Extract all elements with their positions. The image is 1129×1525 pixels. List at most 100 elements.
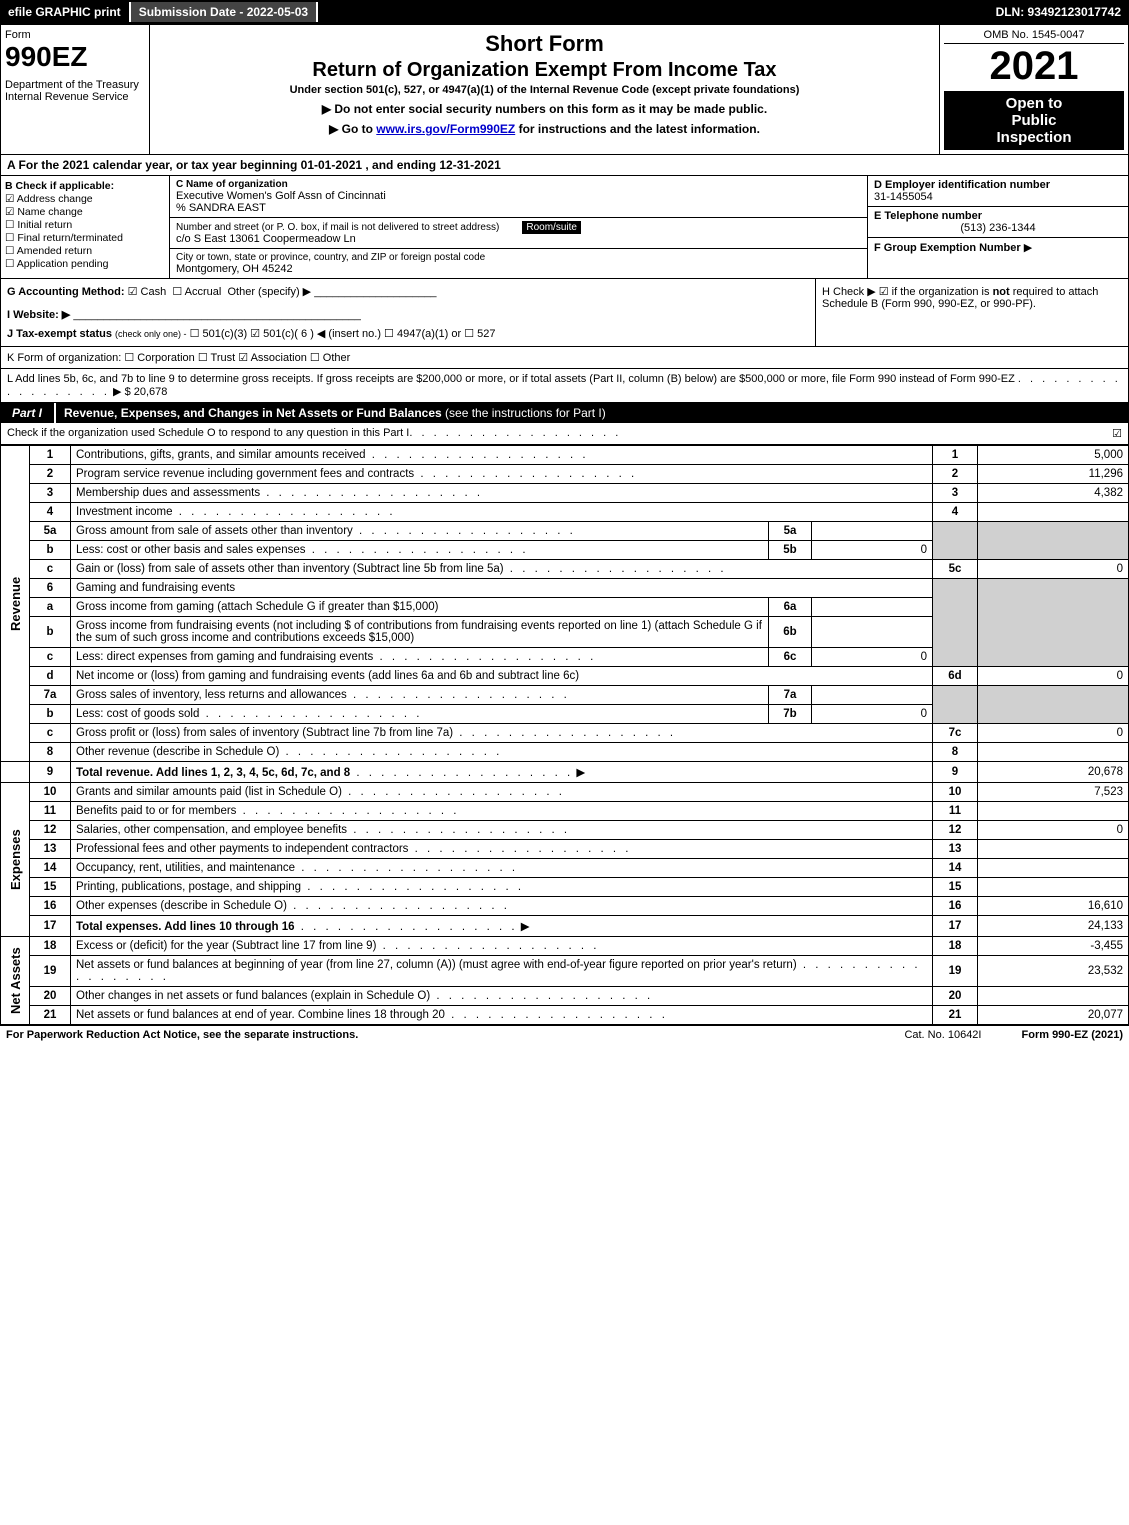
line-h: H Check ▶ ☑ if the organization is not r… bbox=[815, 279, 1128, 346]
check-name-change[interactable]: ☑ Name change bbox=[5, 206, 165, 218]
line-num: 10 bbox=[30, 783, 71, 802]
form-word: Form bbox=[5, 29, 145, 41]
netassets-vertical-label: Net Assets bbox=[1, 937, 30, 1025]
line-num: 13 bbox=[30, 840, 71, 859]
open2: Public bbox=[948, 112, 1120, 129]
amount: 4,382 bbox=[978, 484, 1129, 503]
open-public-badge: Open to Public Inspection bbox=[944, 91, 1124, 150]
line-desc: Gross income from gaming (attach Schedul… bbox=[71, 598, 769, 617]
other-option[interactable]: Other (specify) ▶ bbox=[227, 286, 311, 298]
line-desc: Gross sales of inventory, less returns a… bbox=[76, 689, 347, 701]
section-d: D Employer identification number 31-1455… bbox=[868, 176, 1128, 207]
amount bbox=[978, 987, 1129, 1006]
line-j: J Tax-exempt status (check only one) - ☐… bbox=[7, 327, 809, 340]
row-18: Net Assets 18Excess or (deficit) for the… bbox=[1, 937, 1129, 956]
grey-cell bbox=[978, 522, 1129, 560]
line-desc: Salaries, other compensation, and employ… bbox=[76, 824, 347, 836]
room-label: Room/suite bbox=[522, 221, 581, 234]
arrow-icon: ▶ bbox=[113, 386, 121, 398]
line-num: b bbox=[30, 541, 71, 560]
amount: 20,077 bbox=[978, 1006, 1129, 1025]
line-num: 16 bbox=[30, 897, 71, 916]
line-desc: Program service revenue including govern… bbox=[76, 468, 414, 480]
line-num: 9 bbox=[30, 762, 71, 783]
line-desc: Other revenue (describe in Schedule O) bbox=[76, 746, 279, 758]
check-label: Final return/terminated bbox=[17, 232, 123, 244]
row-11: 11Benefits paid to or for members11 bbox=[1, 802, 1129, 821]
line-desc: Membership dues and assessments bbox=[76, 487, 260, 499]
city-label: City or town, state or province, country… bbox=[176, 252, 861, 263]
row-7c: c Gross profit or (loss) from sales of i… bbox=[1, 724, 1129, 743]
efile-label[interactable]: efile GRAPHIC print bbox=[0, 2, 131, 22]
line-k[interactable]: K Form of organization: ☐ Corporation ☐ … bbox=[0, 347, 1129, 369]
line-l-amount: $ 20,678 bbox=[125, 386, 168, 398]
accrual-option[interactable]: Accrual bbox=[185, 286, 222, 298]
line-l: L Add lines 5b, 6c, and 7b to line 9 to … bbox=[0, 369, 1129, 403]
check-application-pending[interactable]: ☐ Application pending bbox=[5, 258, 165, 270]
header-center: Short Form Return of Organization Exempt… bbox=[150, 25, 940, 154]
grey-cell bbox=[978, 579, 1129, 667]
line-desc: Net assets or fund balances at beginning… bbox=[76, 959, 797, 971]
amount bbox=[978, 840, 1129, 859]
line-desc: Gaming and fundraising events bbox=[71, 579, 933, 598]
line-desc: Excess or (deficit) for the year (Subtra… bbox=[76, 940, 376, 952]
col-ref: 11 bbox=[933, 802, 978, 821]
ghij-left: G Accounting Method: ☑ Cash ☐ Accrual Ot… bbox=[1, 279, 815, 346]
line-desc: Less: direct expenses from gaming and fu… bbox=[76, 651, 373, 663]
line-desc: Gross amount from sale of assets other t… bbox=[76, 525, 353, 537]
check-amended-return[interactable]: ☐ Amended return bbox=[5, 245, 165, 257]
amount: -3,455 bbox=[978, 937, 1129, 956]
line-h-not: not bbox=[993, 286, 1010, 298]
tax-exempt-opts[interactable]: ☐ 501(c)(3) ☑ 501(c)( 6 ) ◀ (insert no.)… bbox=[190, 328, 496, 340]
line-desc: Less: cost or other basis and sales expe… bbox=[76, 544, 306, 556]
line-desc: Contributions, gifts, grants, and simila… bbox=[76, 449, 366, 461]
row-12: 12 Salaries, other compensation, and empl… bbox=[1, 821, 1129, 840]
line-g: G Accounting Method: ☑ Cash ☐ Accrual Ot… bbox=[7, 285, 809, 298]
section-ghij: G Accounting Method: ☑ Cash ☐ Accrual Ot… bbox=[0, 279, 1129, 347]
check-label: Name change bbox=[17, 206, 82, 218]
section-bcdef: B Check if applicable: ☑ Address change … bbox=[0, 176, 1129, 279]
line-i: I Website: ▶ ___________________________… bbox=[7, 308, 809, 321]
row-15: 15Printing, publications, postage, and s… bbox=[1, 878, 1129, 897]
header-left: Form 990EZ Department of the Treasury In… bbox=[1, 25, 150, 154]
col-ref: 19 bbox=[933, 956, 978, 987]
line-desc: Total expenses. Add lines 10 through 16 bbox=[76, 921, 295, 933]
line-num: c bbox=[30, 648, 71, 667]
check-address-change[interactable]: ☑ Address change bbox=[5, 193, 165, 205]
part1-paren: (see the instructions for Part I) bbox=[445, 406, 606, 420]
row-3: 3 Membership dues and assessments 3 4,38… bbox=[1, 484, 1129, 503]
amount: 11,296 bbox=[978, 465, 1129, 484]
line-desc: Net income or (loss) from gaming and fun… bbox=[71, 667, 933, 686]
check-final-return[interactable]: ☐ Final return/terminated bbox=[5, 232, 165, 244]
line-desc: Printing, publications, postage, and shi… bbox=[76, 881, 301, 893]
amount: 0 bbox=[978, 724, 1129, 743]
line-desc: Gross profit or (loss) from sales of inv… bbox=[76, 727, 453, 739]
section-f: F Group Exemption Number ▶ bbox=[868, 238, 1128, 257]
amount bbox=[978, 743, 1129, 762]
part1-checkbox[interactable]: ☑ bbox=[1112, 427, 1122, 440]
line-num: c bbox=[30, 724, 71, 743]
sub-val: 0 bbox=[812, 705, 933, 724]
line-desc: Professional fees and other payments to … bbox=[76, 843, 408, 855]
line-num: 17 bbox=[30, 916, 71, 937]
line-num: 7a bbox=[30, 686, 71, 705]
row-10: Expenses 10 Grants and similar amounts p… bbox=[1, 783, 1129, 802]
check-initial-return[interactable]: ☐ Initial return bbox=[5, 219, 165, 231]
tax-exempt-label: J Tax-exempt status bbox=[7, 328, 112, 340]
header-right: OMB No. 1545-0047 2021 Open to Public In… bbox=[940, 25, 1128, 154]
col-ref: 7c bbox=[933, 724, 978, 743]
col-ref: 12 bbox=[933, 821, 978, 840]
top-bar: efile GRAPHIC print Submission Date - 20… bbox=[0, 0, 1129, 24]
org-name: Executive Women's Golf Assn of Cincinnat… bbox=[176, 190, 861, 202]
omb-number: OMB No. 1545-0047 bbox=[944, 29, 1124, 44]
expenses-vertical-label: Expenses bbox=[1, 783, 30, 937]
sub-val: 0 bbox=[812, 648, 933, 667]
revenue-vertical-label: Revenue bbox=[1, 446, 30, 762]
col-ref: 18 bbox=[933, 937, 978, 956]
row-20: 20Other changes in net assets or fund ba… bbox=[1, 987, 1129, 1006]
cash-option[interactable]: Cash bbox=[141, 286, 167, 298]
sub-ref: 7b bbox=[769, 705, 812, 724]
line-num: b bbox=[30, 705, 71, 724]
irs-link[interactable]: www.irs.gov/Form990EZ bbox=[376, 122, 515, 136]
col-ref: 3 bbox=[933, 484, 978, 503]
